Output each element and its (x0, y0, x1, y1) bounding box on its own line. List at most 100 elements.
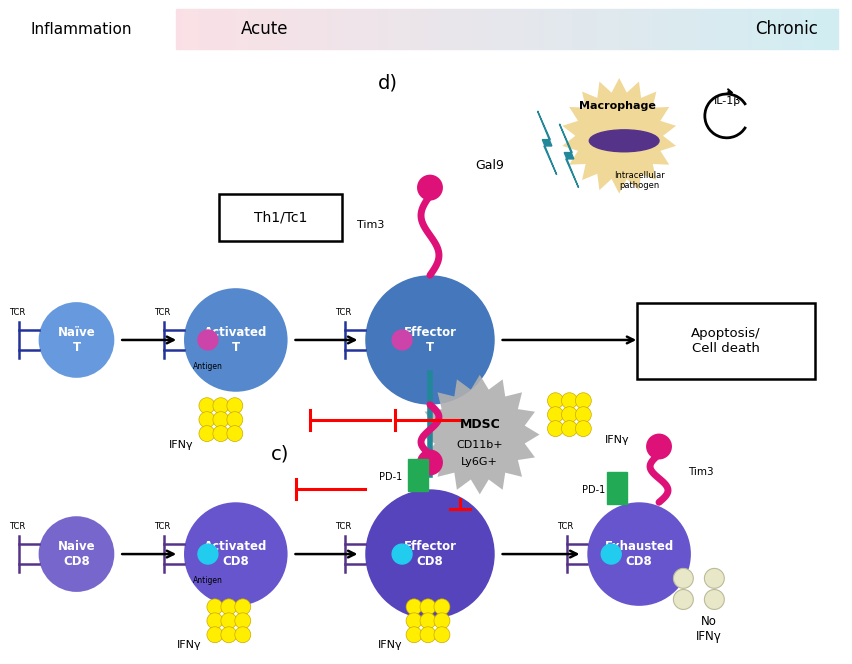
Bar (797, 9, 801, 49)
Bar (453, 9, 457, 49)
Bar (725, 9, 728, 49)
Bar (381, 9, 384, 49)
Bar (351, 9, 354, 49)
Bar (536, 9, 539, 49)
Bar (817, 9, 820, 49)
Bar (430, 9, 434, 49)
Bar (400, 9, 404, 49)
Bar (388, 9, 391, 49)
Bar (507, 9, 509, 49)
Bar (761, 9, 764, 49)
Ellipse shape (589, 130, 659, 152)
Bar (748, 9, 751, 49)
Text: PD-1: PD-1 (378, 472, 401, 482)
Bar (676, 9, 678, 49)
Text: Ly6G+: Ly6G+ (461, 457, 498, 467)
Bar (718, 9, 722, 49)
Circle shape (213, 412, 228, 428)
Bar (590, 9, 592, 49)
Bar (186, 9, 189, 49)
Bar (573, 9, 576, 49)
Bar (606, 9, 609, 49)
Bar (755, 9, 758, 49)
Bar (583, 9, 586, 49)
Bar (470, 9, 474, 49)
Bar (176, 9, 179, 49)
Circle shape (392, 330, 412, 350)
Bar (702, 9, 705, 49)
Bar (295, 9, 298, 49)
Text: IFNγ: IFNγ (176, 639, 201, 649)
Bar (622, 9, 625, 49)
Bar (576, 9, 579, 49)
Bar (481, 9, 483, 49)
Circle shape (213, 398, 228, 414)
Bar (579, 9, 583, 49)
Bar (325, 9, 328, 49)
Circle shape (645, 434, 671, 459)
Bar (384, 9, 388, 49)
Bar (268, 9, 272, 49)
Circle shape (575, 392, 590, 408)
Circle shape (406, 627, 422, 643)
Bar (193, 9, 196, 49)
Bar (504, 9, 507, 49)
Circle shape (419, 613, 435, 629)
Circle shape (547, 392, 563, 408)
Bar (722, 9, 725, 49)
Bar (424, 9, 427, 49)
Circle shape (417, 450, 442, 475)
Text: TCR: TCR (556, 522, 573, 531)
Circle shape (561, 392, 577, 408)
Text: c): c) (270, 445, 289, 464)
Bar (543, 9, 546, 49)
Bar (530, 9, 533, 49)
Bar (222, 9, 226, 49)
Bar (662, 9, 665, 49)
Bar (474, 9, 477, 49)
Bar (493, 9, 497, 49)
Bar (361, 9, 365, 49)
Bar (586, 9, 590, 49)
Bar (625, 9, 629, 49)
Bar (639, 9, 642, 49)
Bar (397, 9, 400, 49)
Bar (407, 9, 411, 49)
Text: Intracellular
pathogen: Intracellular pathogen (613, 171, 664, 191)
Bar (834, 9, 838, 49)
Bar (629, 9, 632, 49)
Bar (314, 9, 318, 49)
Bar (815, 9, 817, 49)
Text: Tim3: Tim3 (356, 220, 383, 230)
Bar (285, 9, 288, 49)
Bar (827, 9, 831, 49)
Bar (202, 9, 205, 49)
Bar (249, 9, 252, 49)
Bar (437, 9, 440, 49)
Bar (189, 9, 193, 49)
Circle shape (213, 426, 228, 442)
Bar (732, 9, 734, 49)
Bar (764, 9, 768, 49)
Bar (801, 9, 804, 49)
Bar (245, 9, 249, 49)
Text: TCR: TCR (335, 307, 351, 317)
Bar (685, 9, 688, 49)
Circle shape (227, 412, 243, 428)
Circle shape (575, 420, 590, 436)
Circle shape (601, 544, 620, 564)
Text: IL-1β: IL-1β (713, 96, 740, 106)
Bar (407, 459, 428, 491)
Text: Chronic: Chronic (755, 21, 817, 39)
Bar (256, 9, 258, 49)
Bar (646, 9, 648, 49)
Bar (199, 9, 202, 49)
Bar (728, 9, 732, 49)
Circle shape (198, 544, 217, 564)
Circle shape (587, 502, 690, 606)
Bar (596, 9, 599, 49)
Bar (791, 9, 794, 49)
Bar (258, 9, 262, 49)
Bar (318, 9, 321, 49)
Circle shape (207, 627, 222, 643)
